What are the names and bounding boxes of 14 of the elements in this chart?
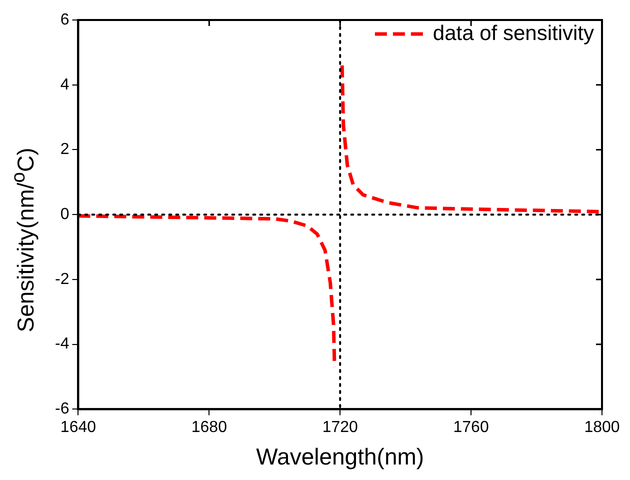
y-tick-label: 6 xyxy=(60,11,70,28)
legend-label: data of sensitivity xyxy=(432,22,594,45)
x-tick-label: 1800 xyxy=(584,419,620,436)
y-tick-label: 2 xyxy=(60,141,70,158)
y-tick-label: 4 xyxy=(60,76,70,94)
y-tick-label: 0 xyxy=(60,206,70,224)
x-tick-label: 1760 xyxy=(453,419,489,436)
x-tick-label: 1720 xyxy=(322,419,358,436)
y-tick-label: -2 xyxy=(54,270,70,288)
x-tick-label: 1680 xyxy=(191,419,228,436)
x-axis-title: Wavelength(nm) xyxy=(256,444,424,470)
y-tick-label: -6 xyxy=(54,400,70,418)
y-tick-label: -4 xyxy=(54,336,70,353)
x-tick-label: 1640 xyxy=(60,419,96,436)
